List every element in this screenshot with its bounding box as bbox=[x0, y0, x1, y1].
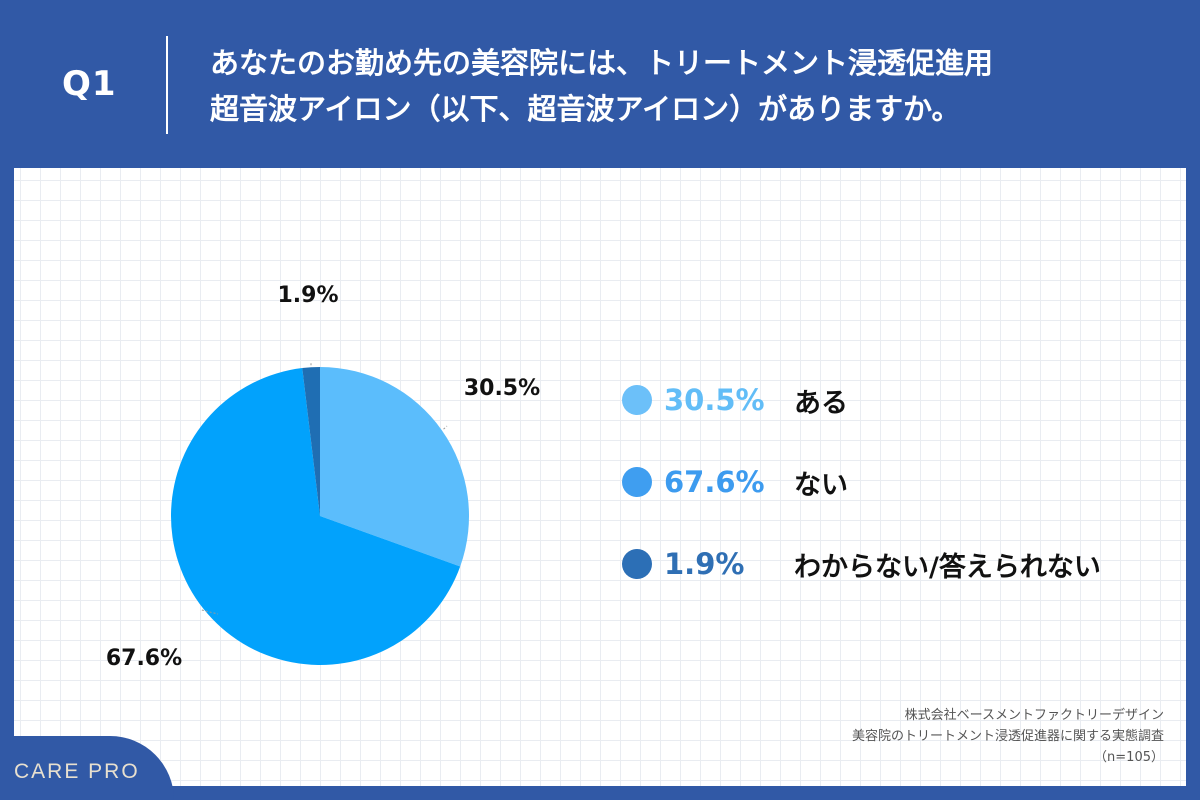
brand-logo: CARE PRO bbox=[14, 760, 140, 783]
header-divider bbox=[166, 36, 168, 134]
legend-item-aru: 30.5% ある bbox=[622, 380, 848, 420]
data-label-unknown: 1.9% bbox=[277, 283, 338, 308]
source-survey: 美容院のトリートメント浸透促進器に関する実態調査 bbox=[851, 729, 1164, 744]
data-label-aru: 30.5% bbox=[464, 376, 540, 401]
legend-pct-nai: 67.6% bbox=[664, 465, 765, 499]
legend-item-nai: 67.6% ない bbox=[622, 462, 848, 502]
legend-pct-unknown: 1.9% bbox=[664, 547, 745, 581]
source-note: 株式会社ベースメントファクトリーデザイン 美容院のトリートメント浸透促進器に関す… bbox=[744, 705, 1164, 768]
data-label-nai: 67.6% bbox=[106, 646, 182, 671]
legend-label-nai: ない bbox=[794, 469, 848, 501]
question-line-1: あなたのお勤め先の美容院には、トリートメント浸透促進用 bbox=[210, 46, 994, 80]
legend: 30.5% ある 67.6% ない 1.9% わからない/答えられない bbox=[622, 0, 1182, 800]
question-line-2: 超音波アイロン（以下、超音波アイロン）がありますか。 bbox=[210, 92, 961, 126]
legend-dot-nai bbox=[622, 467, 652, 497]
pie-slice-aru bbox=[320, 367, 469, 567]
legend-pct-aru: 30.5% bbox=[664, 383, 765, 417]
legend-label-aru: ある bbox=[794, 387, 848, 419]
legend-label-unknown: わからない/答えられない bbox=[794, 551, 1101, 583]
source-company: 株式会社ベースメントファクトリーデザイン bbox=[904, 708, 1164, 723]
leader-line-aru bbox=[443, 425, 448, 430]
brand-tab bbox=[0, 736, 174, 800]
pie-slice-unknown bbox=[302, 367, 320, 516]
legend-dot-aru bbox=[622, 385, 652, 415]
legend-item-unknown: 1.9% わからない/答えられない bbox=[622, 544, 1101, 584]
source-n: （n=105） bbox=[1094, 750, 1164, 765]
legend-dot-unknown bbox=[622, 549, 652, 579]
question-text: あなたのお勤め先の美容院には、トリートメント浸透促進用 超音波アイロン（以下、超… bbox=[210, 40, 1170, 132]
question-number: Q1 bbox=[62, 64, 117, 104]
leader-line-nai bbox=[201, 609, 219, 615]
pie-slice-nai bbox=[170, 368, 461, 666]
